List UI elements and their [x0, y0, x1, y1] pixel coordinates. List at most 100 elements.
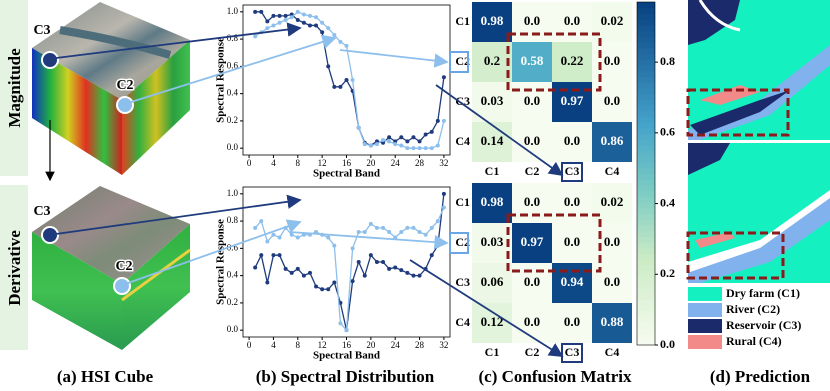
cell-label: 0.0 [564, 194, 580, 209]
colorbar-tick-label: 0.8 [660, 54, 675, 68]
row-label-bg [0, 185, 28, 350]
data-point [344, 43, 349, 48]
data-point [265, 26, 270, 31]
row-highlight [449, 232, 469, 254]
row-label: Magnitude [5, 48, 24, 128]
data-point [368, 221, 373, 226]
data-point [362, 230, 367, 234]
data-point [320, 30, 325, 35]
colorbar-segment [637, 116, 655, 123]
data-point [307, 23, 312, 28]
colorbar-segment [637, 270, 655, 277]
cell-label: 0.58 [521, 53, 544, 68]
data-point [289, 270, 294, 275]
matrix-cell [552, 122, 592, 162]
x-tick-label: 16 [342, 340, 352, 350]
data-point [344, 328, 349, 333]
x-tick-label: 8 [296, 340, 301, 350]
legend-swatch [688, 319, 722, 333]
x-tick-label: 8 [296, 158, 301, 168]
y-axis-label: Spectral Response [215, 219, 227, 305]
arrow [409, 259, 564, 357]
data-point [368, 253, 373, 258]
legend-swatch [688, 303, 722, 317]
cell-label: 0.02 [601, 194, 624, 209]
point-marker [41, 51, 59, 69]
data-point [326, 235, 331, 240]
cell-label: 0.22 [561, 53, 584, 68]
data-point [277, 235, 282, 240]
data-point [314, 23, 319, 28]
data-point [320, 287, 325, 292]
colorbar-segment [637, 333, 655, 340]
colorbar-segment [637, 30, 655, 37]
cube-label: C3 [33, 204, 50, 219]
data-point [417, 146, 422, 151]
cell-label: 0.02 [601, 13, 624, 28]
colorbar-segment [637, 299, 655, 306]
y-tick-label: 0.0 [227, 142, 239, 152]
data-point [301, 20, 306, 25]
row-label: C2 [455, 54, 470, 68]
data-point [338, 39, 343, 44]
arrow [435, 84, 564, 177]
cell-label: 0.0 [524, 274, 540, 289]
colorbar-segment [637, 24, 655, 32]
colorbar-segment [637, 36, 655, 43]
data-point [441, 75, 446, 80]
data-point [271, 23, 276, 28]
cell-label: 0.0 [564, 133, 580, 148]
x-tick-label: 4 [271, 340, 276, 350]
colorbar-segment [637, 316, 655, 323]
series-line [254, 207, 445, 332]
matrix-cell [472, 122, 512, 162]
data-point [344, 78, 349, 82]
data-point [295, 18, 300, 22]
y-tick-label: 1.0 [227, 6, 239, 16]
x-axis-label: Spectral Band [313, 350, 380, 362]
colorbar-segment [637, 59, 655, 66]
data-point [417, 139, 422, 144]
y-tick-label: 0.8 [227, 215, 239, 225]
data-point [295, 9, 300, 14]
cell-label: 0.0 [564, 314, 580, 329]
data-point [283, 18, 288, 22]
data-point [387, 135, 392, 140]
colorbar-segment [637, 99, 655, 106]
caption: (a) HSI Cube [57, 367, 154, 386]
y-tick-label: 0.4 [227, 88, 239, 98]
y-tick-label: 0.6 [227, 242, 239, 252]
colorbar-segment [637, 139, 655, 146]
cell-label: 0.0 [524, 314, 540, 329]
y-tick-label: 0.2 [227, 115, 238, 125]
data-point [289, 232, 294, 237]
colorbar-segment [637, 122, 655, 129]
colorbar-segment [637, 253, 655, 260]
colorbar-segment [637, 276, 655, 283]
y-tick-label: 0.2 [227, 297, 238, 307]
data-point [314, 284, 319, 289]
matrix-cell [472, 42, 512, 82]
x-tick-label: 32 [439, 340, 448, 350]
y-tick-label: 0.4 [227, 270, 239, 280]
data-point [332, 33, 337, 37]
series-line [255, 11, 445, 147]
data-point [350, 279, 355, 284]
data-point [277, 253, 282, 258]
cell-label: 0.97 [521, 234, 544, 249]
row-label: C2 [455, 235, 470, 249]
data-point [423, 132, 428, 137]
cell-label: 0.2 [484, 53, 500, 68]
cell-label: 0.0 [524, 13, 540, 28]
matrix-cell [512, 223, 552, 263]
x-tick-label: 20 [366, 158, 376, 168]
colorbar-segment [637, 207, 655, 215]
row-label: C1 [455, 14, 470, 28]
caption: (c) Confusion Matrix [479, 367, 632, 386]
data-point [387, 230, 392, 234]
colorbar-segment [637, 150, 655, 157]
data-point [417, 230, 422, 234]
x-tick-label: 12 [318, 158, 327, 168]
arrow [130, 34, 337, 103]
y-axis-label: Spectral Response [215, 37, 227, 123]
